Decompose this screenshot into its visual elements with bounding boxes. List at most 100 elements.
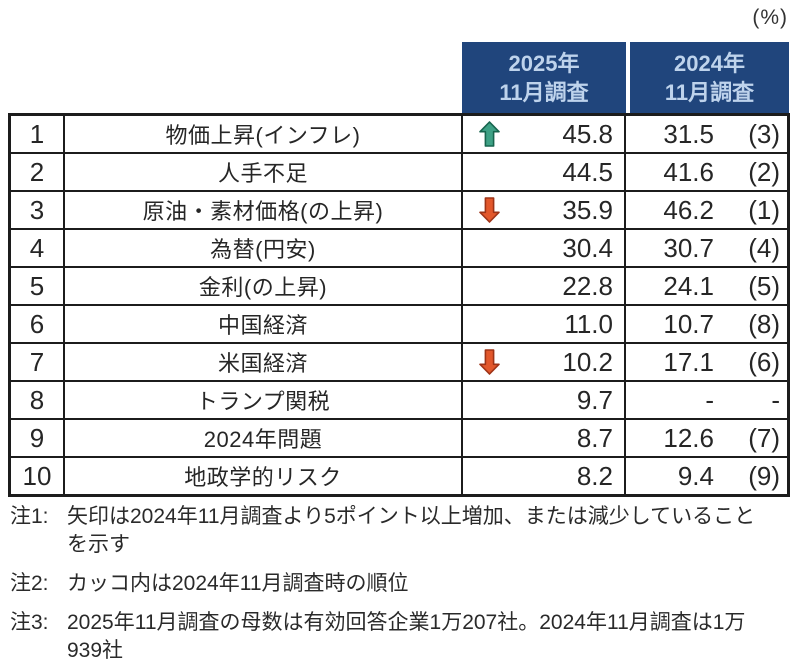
value-2025: 30.4 bbox=[562, 232, 613, 263]
item-cell: 中国経済 bbox=[65, 306, 463, 342]
increase-arrow-icon bbox=[479, 121, 500, 147]
note2-label: 注2: bbox=[10, 572, 49, 595]
table-row: 6 中国経済 11.0 10.7 (8) bbox=[11, 306, 787, 344]
prev-rank-2024: (1) bbox=[748, 194, 780, 225]
table-row: 7 米国経済 10.2 17.1 (6) bbox=[11, 344, 787, 382]
value-2024-cell: 17.1 (6) bbox=[626, 344, 787, 380]
value-2024: - bbox=[705, 384, 714, 415]
prev-rank-2024: (6) bbox=[748, 346, 780, 377]
value-2025: 44.5 bbox=[562, 156, 613, 187]
value-2025: 11.0 bbox=[564, 308, 613, 339]
table-row: 3 原油・素材価格(の上昇) 35.9 46.2 (1) bbox=[11, 192, 787, 230]
value-2025: 10.2 bbox=[562, 346, 613, 377]
notes: 注1: 矢印は2024年11月調査より5ポイント以上増加、または減少していること… bbox=[10, 503, 770, 670]
item-cell: トランプ関税 bbox=[65, 382, 463, 418]
rank-cell: 7 bbox=[11, 344, 65, 380]
value-2025: 45.8 bbox=[562, 118, 613, 149]
note3-text: 2025年11月調査の母数は有効回答企業1万207社。2024年11月調査は1万… bbox=[67, 611, 746, 662]
table-row: 8 トランプ関税 9.7 - - bbox=[11, 382, 787, 420]
prev-rank-2024: (2) bbox=[748, 156, 780, 187]
prev-rank-2024: (4) bbox=[748, 232, 780, 263]
value-2025-cell: 9.7 bbox=[463, 382, 626, 418]
value-2025: 8.2 bbox=[576, 460, 613, 491]
value-2025-cell: 45.8 bbox=[463, 116, 626, 152]
value-2025-cell: 22.8 bbox=[463, 268, 626, 304]
value-2024-cell: 9.4 (9) bbox=[626, 458, 787, 494]
value-2024-cell: 12.6 (7) bbox=[626, 420, 787, 456]
table-row: 1 物価上昇(インフレ) 45.8 31.5 (3) bbox=[11, 116, 787, 154]
column-header-2025-survey: 2025年 11月調査 bbox=[462, 42, 626, 113]
item-cell: 人手不足 bbox=[65, 154, 463, 190]
value-2024-cell: 46.2 (1) bbox=[626, 192, 787, 228]
table-row: 4 為替(円安) 30.4 30.7 (4) bbox=[11, 230, 787, 268]
item-cell: 米国経済 bbox=[65, 344, 463, 380]
column-header-2025-line2: 11月調査 bbox=[499, 79, 589, 105]
rank-cell: 8 bbox=[11, 382, 65, 418]
value-2025-cell: 44.5 bbox=[463, 154, 626, 190]
value-2024: 12.6 bbox=[663, 422, 714, 453]
value-2024-cell: 24.1 (5) bbox=[626, 268, 787, 304]
note1-label: 注1: bbox=[10, 505, 49, 528]
note2-text: カッコ内は2024年11月調査時の順位 bbox=[67, 572, 409, 595]
value-2025-cell: 30.4 bbox=[463, 230, 626, 266]
value-2025: 9.7 bbox=[576, 384, 613, 415]
rank-cell: 5 bbox=[11, 268, 65, 304]
value-2024: 9.4 bbox=[677, 460, 714, 491]
column-header-2024-survey: 2024年 11月調査 bbox=[630, 42, 789, 113]
unit-label: (%) bbox=[752, 6, 788, 29]
value-2025-cell: 35.9 bbox=[463, 192, 626, 228]
item-cell: 金利(の上昇) bbox=[65, 268, 463, 304]
prev-rank-2024: (3) bbox=[748, 118, 780, 149]
table-row: 9 2024年問題 8.7 12.6 (7) bbox=[11, 420, 787, 458]
value-2025-cell: 10.2 bbox=[463, 344, 626, 380]
value-2025-cell: 8.7 bbox=[463, 420, 626, 456]
ranking-table: 1 物価上昇(インフレ) 45.8 31.5 (3) bbox=[8, 113, 790, 497]
value-2024-cell: 41.6 (2) bbox=[626, 154, 787, 190]
value-2024-cell: 10.7 (8) bbox=[626, 306, 787, 342]
value-2024: 30.7 bbox=[663, 232, 714, 263]
item-cell: 物価上昇(インフレ) bbox=[65, 116, 463, 152]
value-2024-cell: - - bbox=[626, 382, 787, 418]
value-2025-cell: 11.0 bbox=[463, 306, 626, 342]
prev-rank-2024: (8) bbox=[748, 308, 780, 339]
column-header-2024-line1: 2024年 bbox=[674, 50, 745, 76]
item-cell: 地政学的リスク bbox=[65, 458, 463, 494]
value-2024: 31.5 bbox=[663, 118, 714, 149]
value-2024-cell: 31.5 (3) bbox=[626, 116, 787, 152]
note-3: 注3: 2025年11月調査の母数は有効回答企業1万207社。2024年11月調… bbox=[10, 609, 770, 665]
note3-label: 注3: bbox=[10, 611, 49, 634]
value-2025: 35.9 bbox=[562, 194, 613, 225]
item-cell: 為替(円安) bbox=[65, 230, 463, 266]
item-cell: 2024年問題 bbox=[65, 420, 463, 456]
value-2024: 17.1 bbox=[663, 346, 714, 377]
value-2025-cell: 8.2 bbox=[463, 458, 626, 494]
value-2024-cell: 30.7 (4) bbox=[626, 230, 787, 266]
item-cell: 原油・素材価格(の上昇) bbox=[65, 192, 463, 228]
rank-cell: 10 bbox=[11, 458, 65, 494]
rank-cell: 3 bbox=[11, 192, 65, 228]
prev-rank-2024: (5) bbox=[748, 270, 780, 301]
decrease-arrow-icon bbox=[479, 349, 500, 375]
prev-rank-2024: - bbox=[771, 384, 780, 415]
prev-rank-2024: (9) bbox=[748, 460, 780, 491]
column-header-2025-line1: 2025年 bbox=[508, 50, 580, 76]
table-row: 10 地政学的リスク 8.2 9.4 (9) bbox=[11, 458, 787, 494]
note1-text: 矢印は2024年11月調査より5ポイント以上増加、または減少していることを示す bbox=[67, 505, 756, 556]
table-row: 5 金利(の上昇) 22.8 24.1 (5) bbox=[11, 268, 787, 306]
table-row: 2 人手不足 44.5 41.6 (2) bbox=[11, 154, 787, 192]
column-header-2024-line2: 11月調査 bbox=[664, 79, 755, 105]
rank-cell: 4 bbox=[11, 230, 65, 266]
value-2024: 41.6 bbox=[663, 156, 714, 187]
value-2024: 10.7 bbox=[663, 308, 714, 339]
value-2025: 22.8 bbox=[562, 270, 613, 301]
decrease-arrow-icon bbox=[479, 197, 500, 223]
rank-cell: 9 bbox=[11, 420, 65, 456]
prev-rank-2024: (7) bbox=[748, 422, 780, 453]
note-2: 注2: カッコ内は2024年11月調査時の順位 bbox=[10, 570, 770, 598]
value-2025: 8.7 bbox=[576, 422, 613, 453]
value-2024: 46.2 bbox=[663, 194, 714, 225]
rank-cell: 1 bbox=[11, 116, 65, 152]
value-2024: 24.1 bbox=[663, 270, 714, 301]
note-1: 注1: 矢印は2024年11月調査より5ポイント以上増加、または減少していること… bbox=[10, 503, 770, 559]
